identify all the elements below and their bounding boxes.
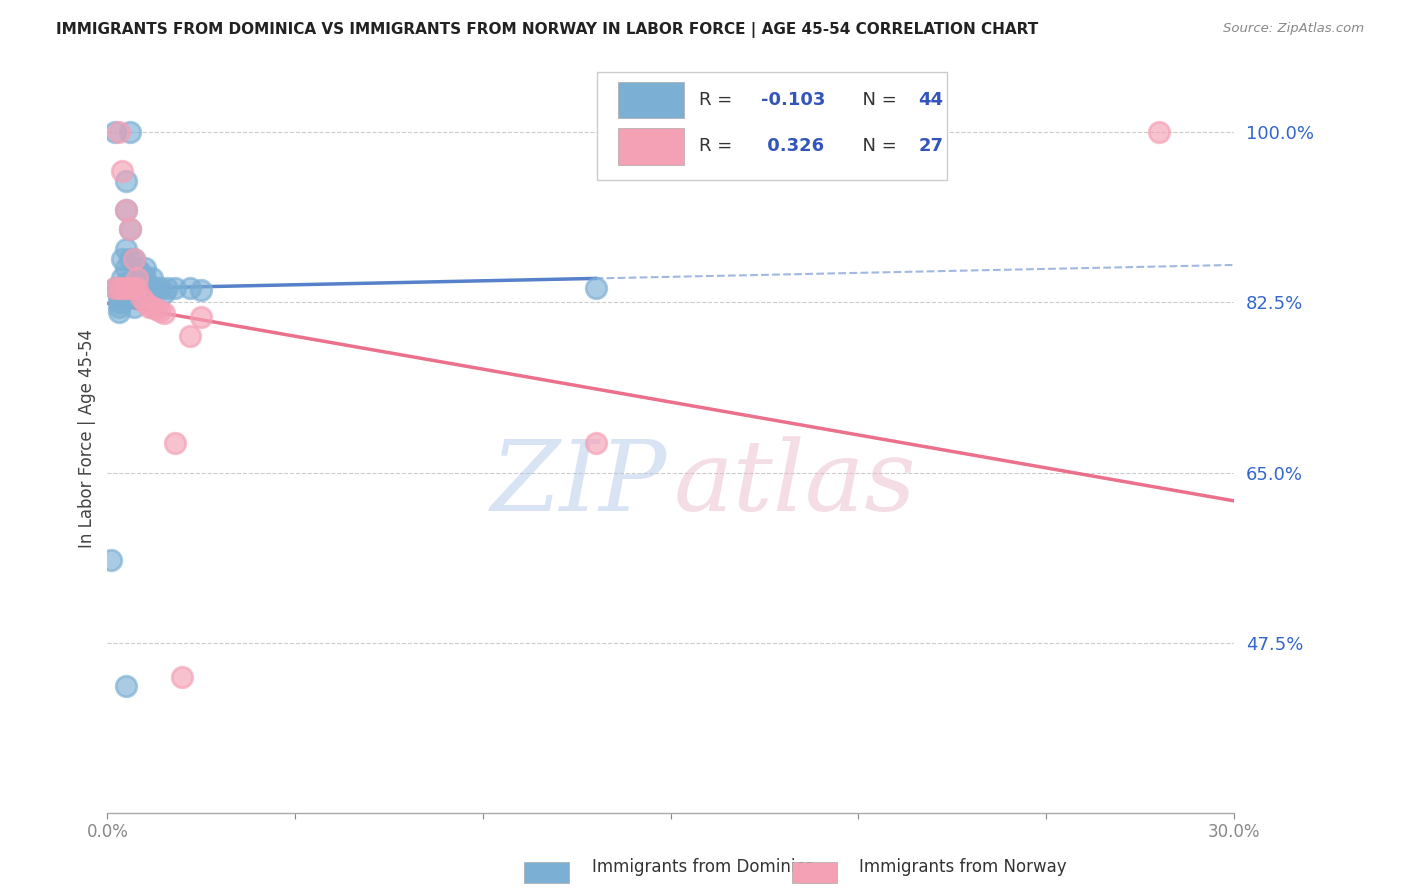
Point — [172, 670, 194, 684]
Point — [107, 125, 129, 139]
Point — [111, 271, 134, 285]
Point — [115, 261, 138, 276]
Point — [138, 300, 160, 314]
Point — [129, 290, 152, 304]
Point — [134, 295, 156, 310]
Point — [104, 281, 127, 295]
Point — [111, 281, 134, 295]
Point — [115, 242, 138, 256]
Text: IMMIGRANTS FROM DOMINICA VS IMMIGRANTS FROM NORWAY IN LABOR FORCE | AGE 45-54 CO: IMMIGRANTS FROM DOMINICA VS IMMIGRANTS F… — [56, 22, 1039, 38]
Point — [1147, 125, 1170, 139]
Point — [127, 290, 149, 304]
FancyBboxPatch shape — [617, 82, 685, 119]
Point — [145, 302, 167, 317]
Point — [122, 252, 145, 266]
Point — [107, 300, 129, 314]
Point — [122, 281, 145, 295]
Point — [111, 285, 134, 300]
Text: 27: 27 — [918, 137, 943, 155]
Point — [149, 281, 172, 295]
Point — [118, 222, 141, 236]
Point — [127, 261, 149, 276]
Point — [134, 261, 156, 276]
Point — [138, 281, 160, 295]
Point — [107, 290, 129, 304]
Point — [129, 281, 152, 295]
Point — [115, 202, 138, 217]
Text: Immigrants from Dominica: Immigrants from Dominica — [592, 858, 814, 876]
Point — [122, 252, 145, 266]
Point — [141, 281, 163, 295]
Point — [118, 125, 141, 139]
Text: 0.326: 0.326 — [761, 137, 824, 155]
Text: atlas: atlas — [673, 436, 917, 531]
Point — [190, 283, 212, 297]
Point — [152, 306, 174, 320]
Point — [163, 281, 186, 295]
Point — [118, 252, 141, 266]
Point — [115, 174, 138, 188]
Point — [115, 202, 138, 217]
Point — [118, 281, 141, 295]
Point — [107, 281, 129, 295]
Point — [127, 271, 149, 285]
Point — [104, 281, 127, 295]
Point — [129, 266, 152, 280]
Point — [585, 436, 607, 450]
Point — [104, 125, 127, 139]
Y-axis label: In Labor Force | Age 45-54: In Labor Force | Age 45-54 — [79, 329, 96, 548]
Point — [145, 281, 167, 295]
Point — [585, 281, 607, 295]
Point — [179, 281, 201, 295]
Point — [149, 304, 172, 318]
Point — [163, 436, 186, 450]
Point — [107, 305, 129, 319]
Point — [134, 271, 156, 285]
Point — [127, 281, 149, 295]
Text: R =: R = — [699, 137, 738, 155]
Text: R =: R = — [699, 91, 738, 109]
Point — [118, 281, 141, 295]
Point — [111, 295, 134, 310]
Point — [107, 295, 129, 310]
Text: -0.103: -0.103 — [761, 91, 825, 109]
Text: Source: ZipAtlas.com: Source: ZipAtlas.com — [1223, 22, 1364, 36]
Point — [141, 300, 163, 314]
FancyBboxPatch shape — [598, 71, 946, 180]
Text: Immigrants from Norway: Immigrants from Norway — [859, 858, 1067, 876]
Point — [115, 276, 138, 290]
Point — [111, 281, 134, 295]
Point — [115, 281, 138, 295]
FancyBboxPatch shape — [617, 128, 685, 165]
Point — [141, 271, 163, 285]
Point — [156, 281, 179, 295]
Point — [152, 285, 174, 300]
Point — [107, 281, 129, 295]
Point — [111, 252, 134, 266]
Point — [179, 329, 201, 343]
Point — [115, 680, 138, 694]
Text: N =: N = — [851, 91, 903, 109]
Point — [190, 310, 212, 324]
Point — [111, 164, 134, 178]
Point — [122, 281, 145, 295]
Point — [134, 281, 156, 295]
Text: ZIP: ZIP — [491, 436, 668, 531]
Text: 44: 44 — [918, 91, 943, 109]
Point — [118, 222, 141, 236]
Point — [122, 300, 145, 314]
Text: N =: N = — [851, 137, 903, 155]
Point — [100, 553, 122, 567]
